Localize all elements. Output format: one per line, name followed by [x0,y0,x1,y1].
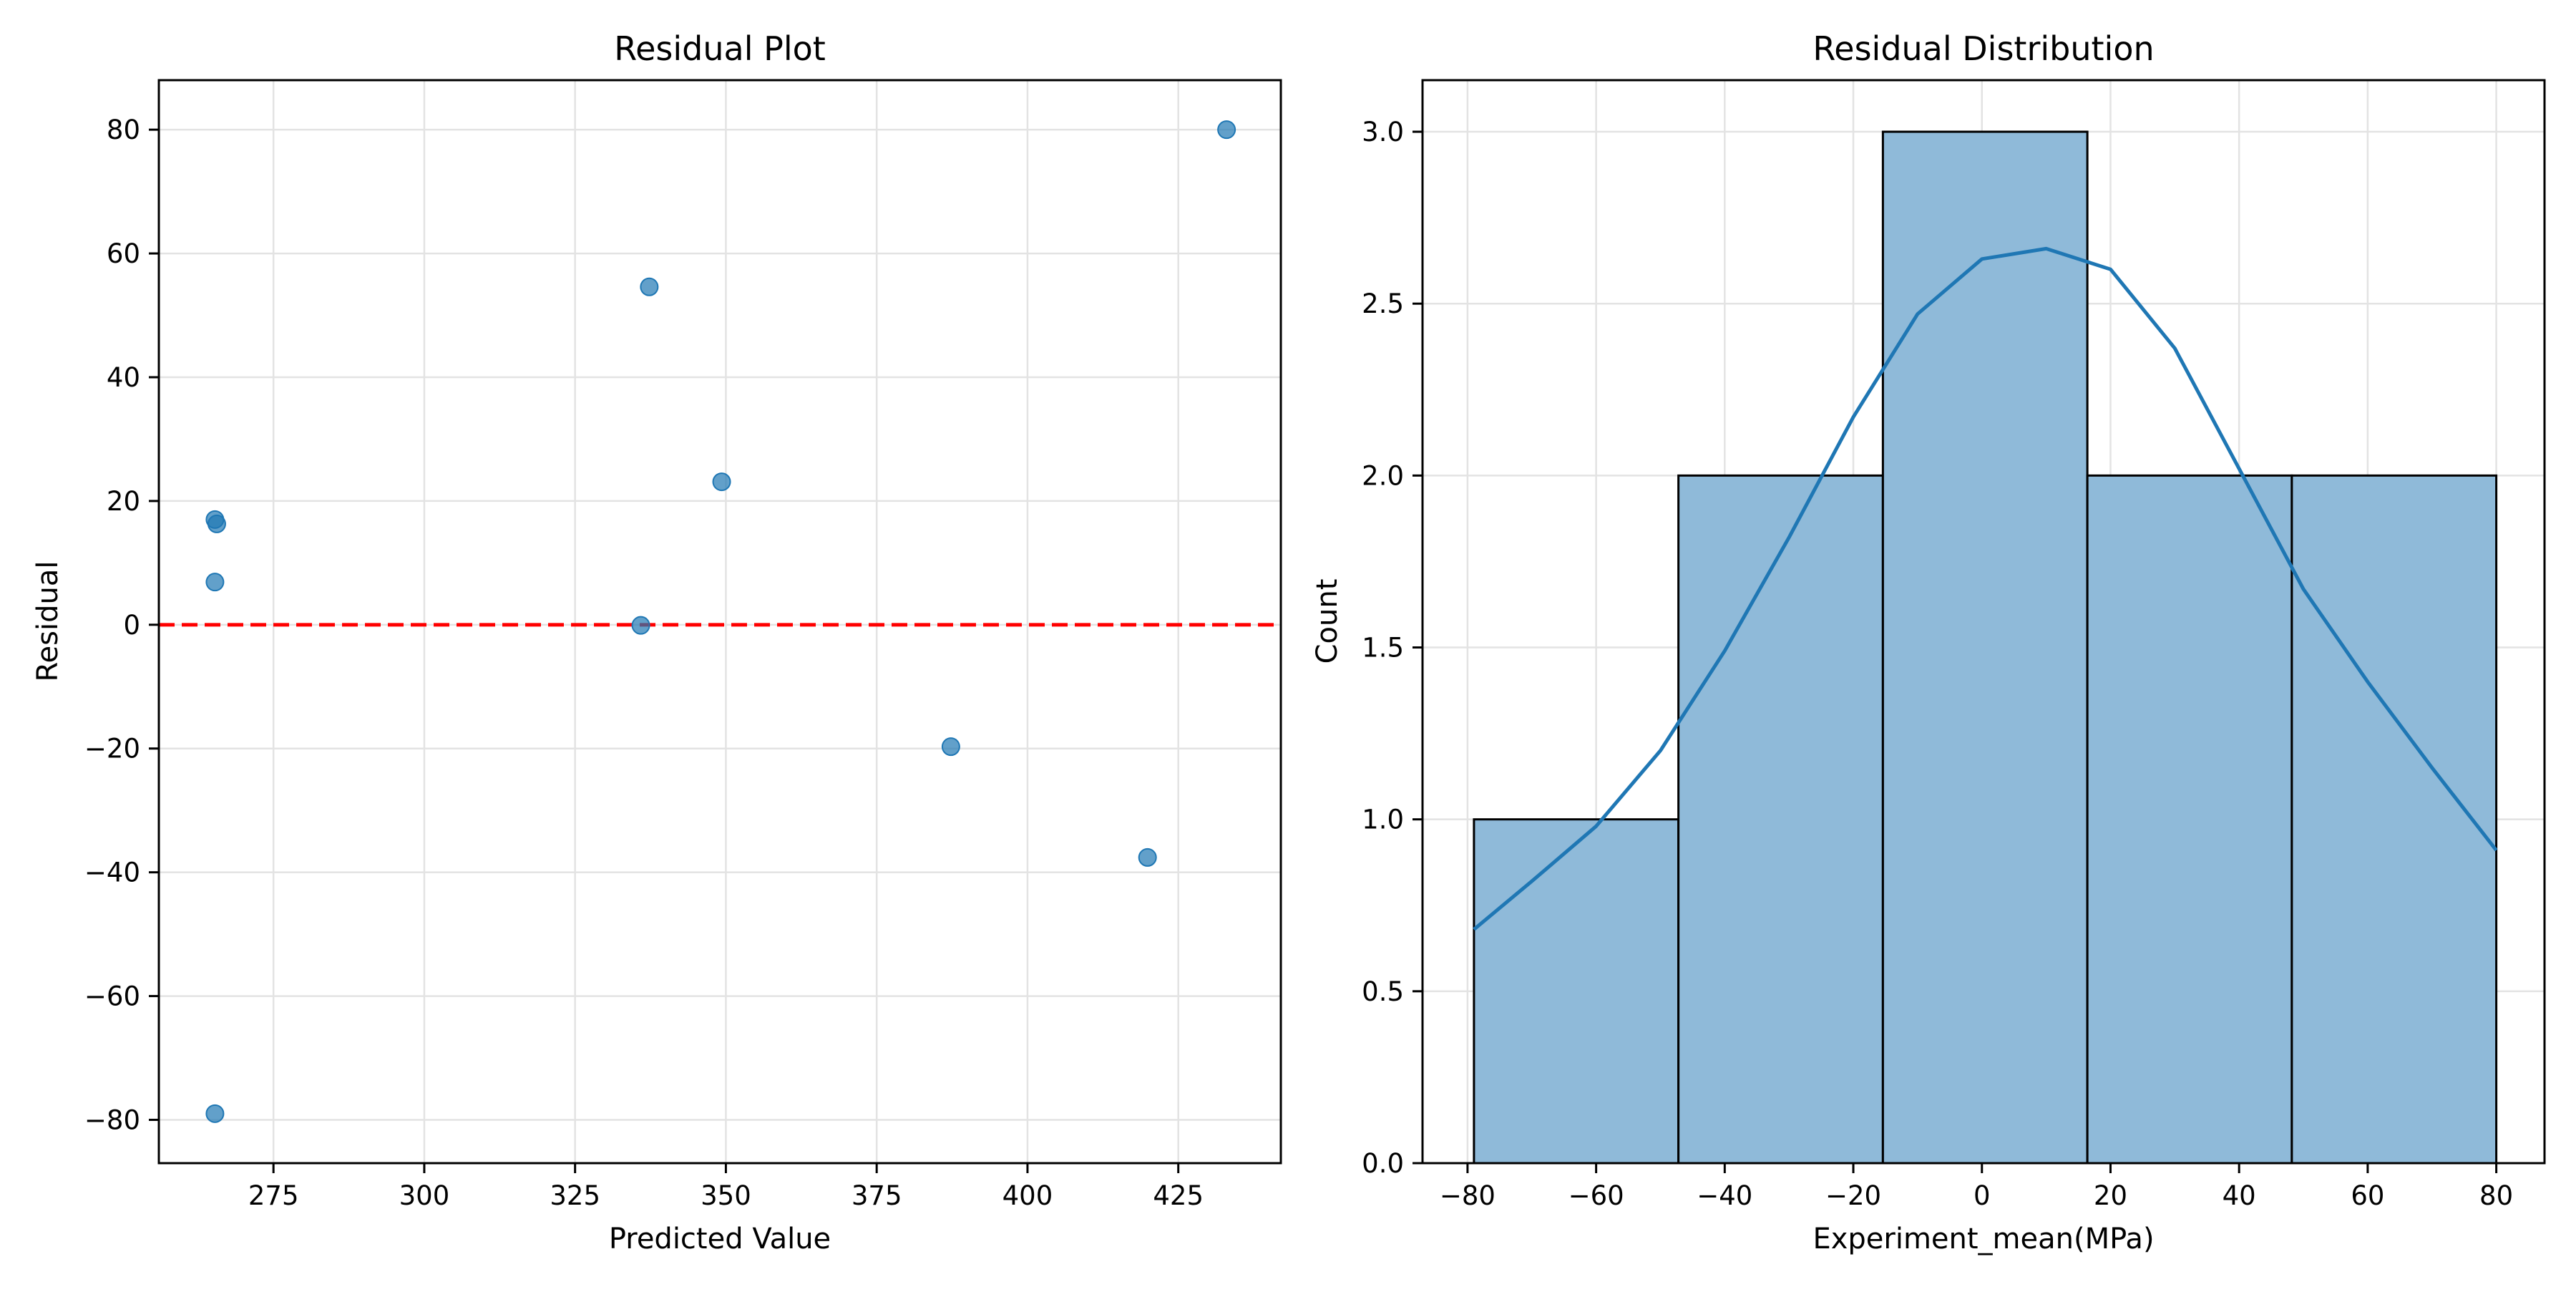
residual-plot-y-tick-label: −20 [84,734,140,764]
residual-distribution-x-tick-label: 0 [1974,1180,1991,1211]
residual-plot-y-tick-label: −60 [84,981,140,1012]
residual-plot-y-tick-label: 0 [123,610,140,641]
residual-point [205,573,225,592]
residual-distribution-y-tick-label: 2.5 [1362,288,1404,319]
residual-point [207,514,226,533]
residual-distribution-x-tick-label: 20 [2094,1180,2127,1211]
residual-plot-x-label: Predicted Value [609,1223,831,1255]
residual-distribution-y-tick-label: 2.0 [1362,460,1404,491]
residual-distribution-x-tick-label: −20 [1825,1180,1881,1211]
residual-distribution-y-tick-label: 0.0 [1362,1148,1404,1179]
residual-point [1138,847,1157,867]
residual-point [712,472,731,492]
residual-plot-y-tick-label: 80 [107,115,140,145]
residual-distribution-frame [1421,79,2546,1165]
kde-curve [1473,246,2498,931]
residual-distribution-title: Residual Distribution [1813,29,2154,68]
residual-plot-background [159,80,1281,1163]
residual-point [205,1104,225,1123]
residual-plot-x-tick-label: 325 [550,1180,600,1211]
residual-distribution-y-label: Count [1311,579,1344,664]
residual-plot-x-tick-label: 400 [1002,1180,1053,1211]
residual-plot-y-tick-label: −80 [84,1104,140,1135]
histogram-bar [1473,818,1680,1165]
residual-distribution-y-tick-label: 3.0 [1362,117,1404,147]
residual-plot-y-ticks: −80 −60 −40 −20 0 20 40 60 80 [84,115,159,1135]
histogram-bar [1677,474,1884,1165]
residual-distribution-x-tick-label: −80 [1440,1180,1496,1211]
residual-plot-y-label: Residual [31,561,64,682]
residual-plot-y-tick-label: −40 [84,858,140,888]
residual-plot-x-ticks: 275 300 325 350 375 400 425 [248,1163,1204,1211]
histogram-bar [1881,130,2089,1165]
residual-point [1217,120,1236,140]
residual-distribution-x-tick-label: −60 [1568,1180,1624,1211]
residual-distribution-x-ticks: −80 −60 −40 −20 0 20 40 60 80 [1440,1163,2513,1211]
residual-plot-panel: 275 300 325 350 375 400 425 −80 −60 −40 −20 0 20 40 6… [31,29,1282,1255]
residual-distribution-x-label: Experiment_mean(MPa) [1813,1223,2154,1255]
residual-distribution-y-ticks: 0.0 0.5 1.0 1.5 2.0 2.5 3.0 [1362,117,1423,1179]
residual-points [205,120,1236,1123]
residual-plot-x-tick-label: 350 [701,1180,751,1211]
residual-plot-frame [157,79,1282,1165]
residual-distribution-y-tick-label: 1.5 [1362,633,1404,664]
residual-plot-title: Residual Plot [614,29,826,68]
residual-distribution-y-tick-label: 1.0 [1362,805,1404,835]
residual-distribution-x-tick-label: 40 [2223,1180,2256,1211]
residual-distribution-panel: −80 −60 −40 −20 0 20 40 60 80 0.0 0.5 1.0 1.5 2.0 2.5… [1311,29,2546,1255]
residual-plot-x-tick-label: 300 [399,1180,450,1211]
residual-distribution-x-tick-label: 80 [2479,1180,2513,1211]
residual-distribution-x-tick-label: 60 [2351,1180,2384,1211]
residual-plot-x-tick-label: 375 [852,1180,902,1211]
residual-plot-x-tick-label: 425 [1153,1180,1204,1211]
residual-point [631,616,650,635]
histogram-bar [2086,474,2293,1165]
residual-plot-y-tick-label: 60 [107,238,140,269]
histogram-bar [2290,474,2498,1165]
kde-curve-group [1473,246,2498,931]
residual-distribution-y-tick-label: 0.5 [1362,976,1404,1007]
residual-plot-x-tick-label: 275 [248,1180,299,1211]
residual-plot-y-tick-label: 40 [107,362,140,393]
residual-plot-y-tick-label: 20 [107,486,140,517]
residual-point [640,277,659,296]
residual-distribution-x-tick-label: −40 [1697,1180,1752,1211]
residual-point [941,737,960,757]
histogram-bars [1473,130,2498,1165]
